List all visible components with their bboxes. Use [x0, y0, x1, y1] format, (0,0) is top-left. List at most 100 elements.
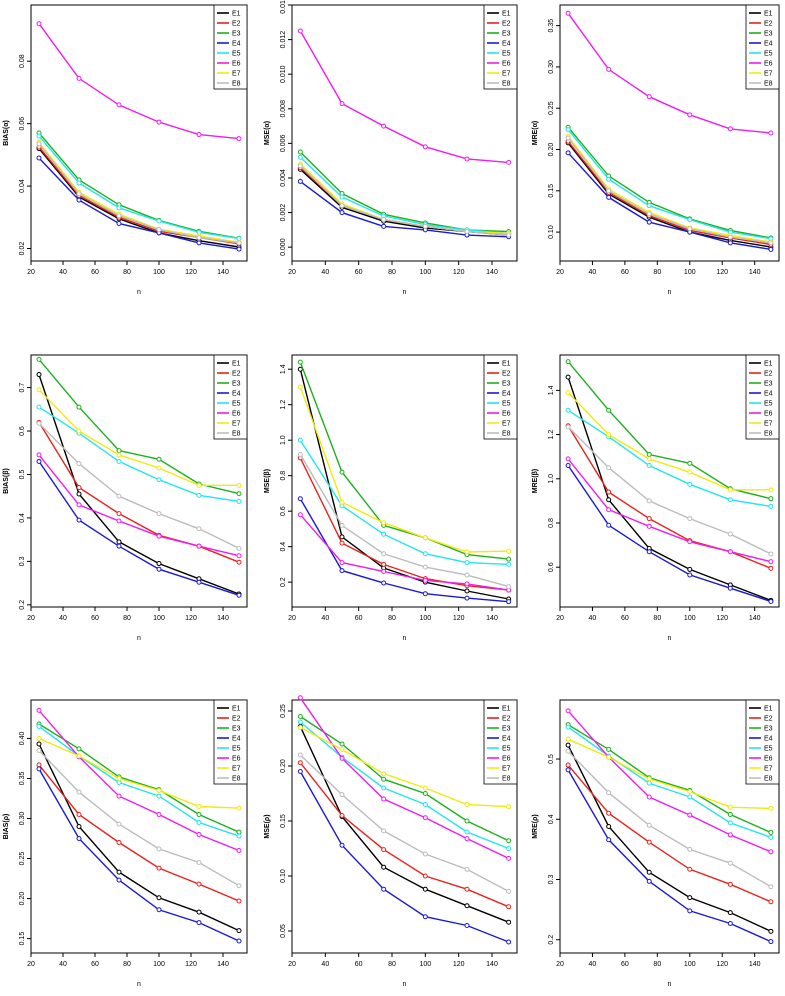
data-point-e5	[116, 458, 122, 464]
x-axis-label: n	[137, 289, 141, 296]
y-tick-label: 0.012	[280, 31, 287, 49]
data-point-e6	[768, 849, 774, 855]
data-point-e8	[36, 141, 42, 147]
data-point-e8	[565, 135, 571, 141]
data-point-e6	[687, 812, 693, 818]
x-tick-label: 100	[684, 269, 696, 276]
data-point-e4	[339, 210, 345, 216]
x-tick-label: 140	[217, 961, 229, 968]
data-point-e8	[606, 790, 612, 796]
data-point-e4	[196, 920, 202, 926]
y-axis-label: MRE(ρ)	[532, 814, 539, 839]
y-tick-label: 0.25	[19, 852, 26, 866]
data-point-e7	[506, 804, 512, 810]
data-point-e5	[687, 794, 693, 800]
y-tick-label: 0.008	[280, 100, 287, 118]
legend-label: E3	[502, 381, 511, 388]
series-line-e1	[38, 743, 240, 932]
data-point-e2	[76, 485, 82, 491]
data-point-e4	[768, 598, 774, 604]
legend-box	[483, 354, 518, 440]
x-tick-label: 40	[59, 269, 67, 276]
series-line-e4	[299, 771, 509, 943]
data-point-e6	[687, 539, 693, 545]
data-point-e4	[116, 221, 122, 227]
x-tick-label: 60	[355, 269, 363, 276]
series-line-e7	[299, 386, 509, 553]
data-point-e1	[687, 895, 693, 901]
series-line-e8	[299, 754, 510, 893]
legend-label: E8	[502, 431, 511, 438]
x-tick-label: 40	[59, 961, 67, 968]
x-axis-label: n	[403, 289, 407, 296]
data-point-e3	[116, 448, 122, 454]
series-line-e6	[299, 697, 510, 860]
data-point-e4	[422, 914, 428, 920]
data-point-e4	[646, 549, 652, 555]
x-tick-label: 20	[27, 961, 35, 968]
data-point-e8	[76, 461, 82, 467]
data-point-e1	[381, 864, 387, 870]
plot-frame	[559, 354, 780, 608]
y-tick-label: 0.20	[19, 892, 26, 906]
data-point-e3	[297, 149, 303, 155]
legend-label: E2	[232, 716, 241, 723]
data-point-e8	[646, 822, 652, 828]
legend-label: E3	[502, 31, 511, 38]
data-point-e6	[36, 707, 42, 713]
data-point-e6	[36, 452, 42, 458]
legend-label: E7	[502, 421, 511, 428]
data-point-e4	[565, 150, 571, 156]
data-point-e8	[422, 223, 428, 229]
legend-label: E5	[232, 746, 241, 753]
series-line-e2	[38, 146, 240, 245]
data-point-e8	[646, 498, 652, 504]
data-point-e6	[156, 119, 162, 125]
data-point-e5	[236, 498, 242, 504]
data-point-e5	[116, 779, 122, 785]
series-line-e5	[299, 721, 509, 850]
legend-label: E1	[764, 361, 773, 368]
data-point-e1	[464, 903, 470, 909]
data-point-e5	[464, 560, 470, 566]
data-point-e2	[339, 540, 345, 546]
data-point-e4	[464, 595, 470, 601]
legend-label: E4	[502, 41, 511, 48]
plot-frame	[30, 699, 248, 954]
data-point-e8	[381, 216, 387, 222]
data-point-e1	[506, 919, 512, 925]
data-point-e2	[727, 881, 733, 887]
data-point-e5	[196, 819, 202, 825]
y-axis-label: MSE(α)	[264, 121, 271, 145]
legend-label: E2	[502, 371, 511, 378]
data-point-e1	[422, 886, 428, 892]
data-point-e1	[116, 539, 122, 545]
data-point-e4	[36, 766, 42, 772]
y-tick-label: 0.3	[548, 875, 555, 885]
y-tick-label: 0.10	[548, 225, 555, 239]
data-point-e3	[646, 451, 652, 457]
data-point-e6	[381, 123, 387, 129]
y-tick-label: 0.006	[280, 135, 287, 153]
data-point-e1	[156, 895, 162, 901]
data-point-e3	[196, 811, 202, 817]
y-tick-label: 0.15	[19, 932, 26, 946]
series-line-e5	[38, 725, 240, 837]
x-tick-label: 120	[185, 961, 197, 968]
data-point-e6	[297, 28, 303, 34]
data-point-e4	[297, 178, 303, 184]
data-point-e1	[196, 909, 202, 915]
data-point-e8	[297, 163, 303, 169]
data-point-e2	[768, 565, 774, 571]
data-point-e8	[422, 564, 428, 570]
data-point-e8	[156, 846, 162, 852]
series-line-e7	[299, 726, 509, 808]
data-point-e8	[297, 752, 303, 758]
y-tick-label: 1.2	[280, 400, 287, 410]
chart-panel: 20 40 60 80 100 120 140 0.2 0.4 0.6 0.8 1.0 1.2 1.4 n M…	[264, 354, 518, 642]
series-line-e1	[38, 148, 240, 248]
legend-label: E8	[232, 81, 241, 88]
data-point-e7	[236, 482, 242, 488]
x-tick-label: 40	[589, 961, 597, 968]
data-point-e7	[156, 787, 162, 793]
